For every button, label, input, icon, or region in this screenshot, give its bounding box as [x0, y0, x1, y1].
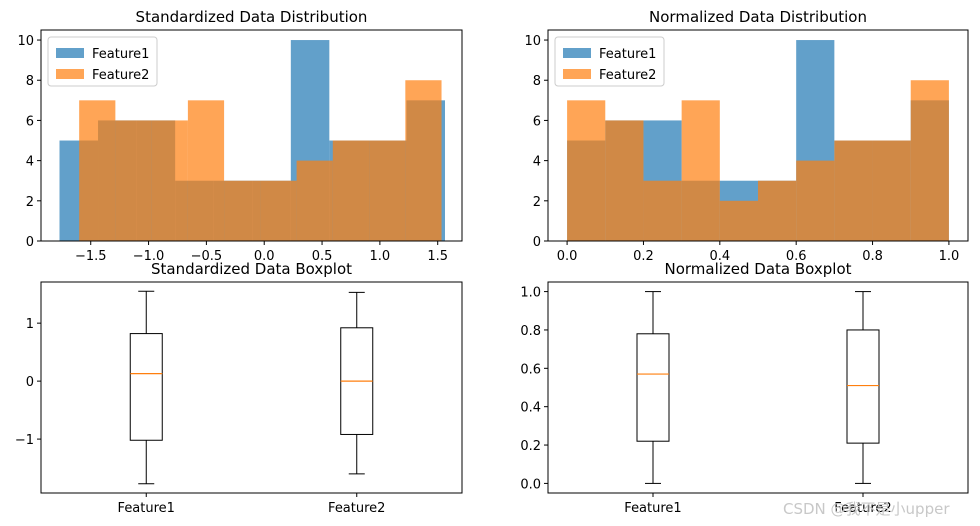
histogram-bar [151, 120, 188, 241]
y-tick-label: 2 [26, 195, 34, 210]
box-feature2 [340, 291, 374, 475]
x-tick-label: 1.0 [370, 249, 391, 264]
x-tick-label: −0.5 [191, 249, 223, 264]
panel-2: Normalized Data DistributionFeature1Feat… [524, 8, 969, 264]
legend-swatch [563, 69, 591, 79]
histogram-bar [643, 180, 682, 241]
x-tick-label: 0.4 [709, 249, 730, 264]
histogram-bar [834, 140, 873, 241]
legend-label: Feature1 [92, 47, 149, 62]
y-tick-label: 1.0 [520, 286, 541, 301]
x-tick-label: 0.5 [312, 249, 333, 264]
series-feature2 [567, 80, 949, 241]
y-tick-label: 1 [26, 317, 34, 332]
x-tick-label: −1.0 [133, 249, 165, 264]
y-tick-label: 0 [26, 375, 34, 390]
y-tick-label: 0.0 [520, 477, 541, 492]
axes-frame [547, 29, 969, 242]
x-tick-label: −1.5 [75, 249, 107, 264]
histogram-bar [910, 80, 949, 241]
legend: Feature1 Feature2 [47, 36, 158, 87]
histogram-bar [260, 180, 297, 241]
panel-4: Normalized Data Boxplot Feature1 Feature2 0… [520, 260, 969, 516]
y-tick-label: 8 [26, 74, 34, 89]
y-tick-label: 0.8 [520, 324, 541, 339]
x-tick-label: 0.0 [557, 249, 578, 264]
legend-swatch [563, 48, 591, 58]
histogram-bar [369, 140, 406, 241]
histogram-bar [681, 100, 720, 241]
histogram-bar [567, 100, 606, 241]
histogram-bar [758, 180, 797, 241]
chart-title: Normalized Data Boxplot [664, 260, 851, 278]
legend-label: Feature2 [599, 68, 656, 83]
y-tick-label: 6 [26, 114, 34, 129]
histogram-bar [605, 120, 644, 241]
y-tick-label: 6 [533, 114, 541, 129]
y-tick-label: 4 [533, 155, 541, 170]
histogram-bar [296, 160, 333, 241]
axes-frame [547, 281, 969, 494]
y-tick-label: 0.6 [520, 362, 541, 377]
legend-label: Feature2 [92, 68, 149, 83]
legend: Feature1 Feature2 [554, 36, 665, 87]
box-iqr [636, 333, 670, 442]
histogram-bar [719, 200, 758, 241]
y-tick-label: 10 [524, 34, 541, 49]
x-tick-label: Feature1 [118, 501, 175, 516]
histogram-bar [224, 180, 261, 241]
panel-3: Standardized Data Boxplot Feature1 Feature… [15, 260, 463, 516]
chart-title: Standardized Data Boxplot [151, 260, 352, 278]
histogram-bar [79, 100, 116, 241]
axes-frame [40, 281, 463, 494]
x-tick-label: 0.0 [254, 249, 275, 264]
y-tick-label: 4 [26, 155, 34, 170]
y-tick-label: −1 [15, 433, 34, 448]
histogram-bar [332, 140, 370, 241]
y-tick-label: 10 [17, 34, 34, 49]
box-feature2 [846, 291, 880, 484]
y-tick-label: 0.4 [520, 401, 541, 416]
chart-title: Standardized Data Distribution [136, 8, 368, 26]
series-feature2 [79, 80, 442, 241]
chart-title: Normalized Data Distribution [649, 8, 867, 26]
histogram-bar [115, 120, 152, 241]
box-iqr [846, 329, 880, 444]
y-tick-label: 2 [533, 195, 541, 210]
x-tick-label: 0.6 [786, 249, 807, 264]
y-tick-label: 0 [533, 235, 541, 250]
legend-swatch [56, 48, 84, 58]
panel-1: Standardized Data DistributionFeature1Fe… [17, 8, 463, 264]
box-feature1 [129, 290, 163, 485]
box-iqr [129, 333, 163, 441]
y-tick-label: 0 [26, 235, 34, 250]
x-tick-label: Feature2 [328, 501, 385, 516]
legend-label: Feature1 [599, 47, 656, 62]
watermark: CSDN @我不是小upper [783, 500, 950, 518]
box-feature1 [636, 291, 670, 484]
x-tick-label: Feature1 [624, 501, 681, 516]
histogram-bar [796, 160, 835, 241]
x-tick-label: 0.2 [633, 249, 654, 264]
x-tick-label: 1.0 [939, 249, 960, 264]
x-tick-label: 1.5 [427, 249, 448, 264]
histogram-bar [405, 80, 442, 241]
axes-frame [40, 29, 463, 242]
histogram-bar [872, 140, 911, 241]
legend-swatch [56, 69, 84, 79]
histogram-bar [187, 100, 225, 241]
x-tick-label: 0.8 [862, 249, 883, 264]
y-tick-label: 8 [533, 74, 541, 89]
x-tick-label: Feature2 [834, 501, 891, 516]
y-tick-label: 0.2 [520, 439, 541, 454]
